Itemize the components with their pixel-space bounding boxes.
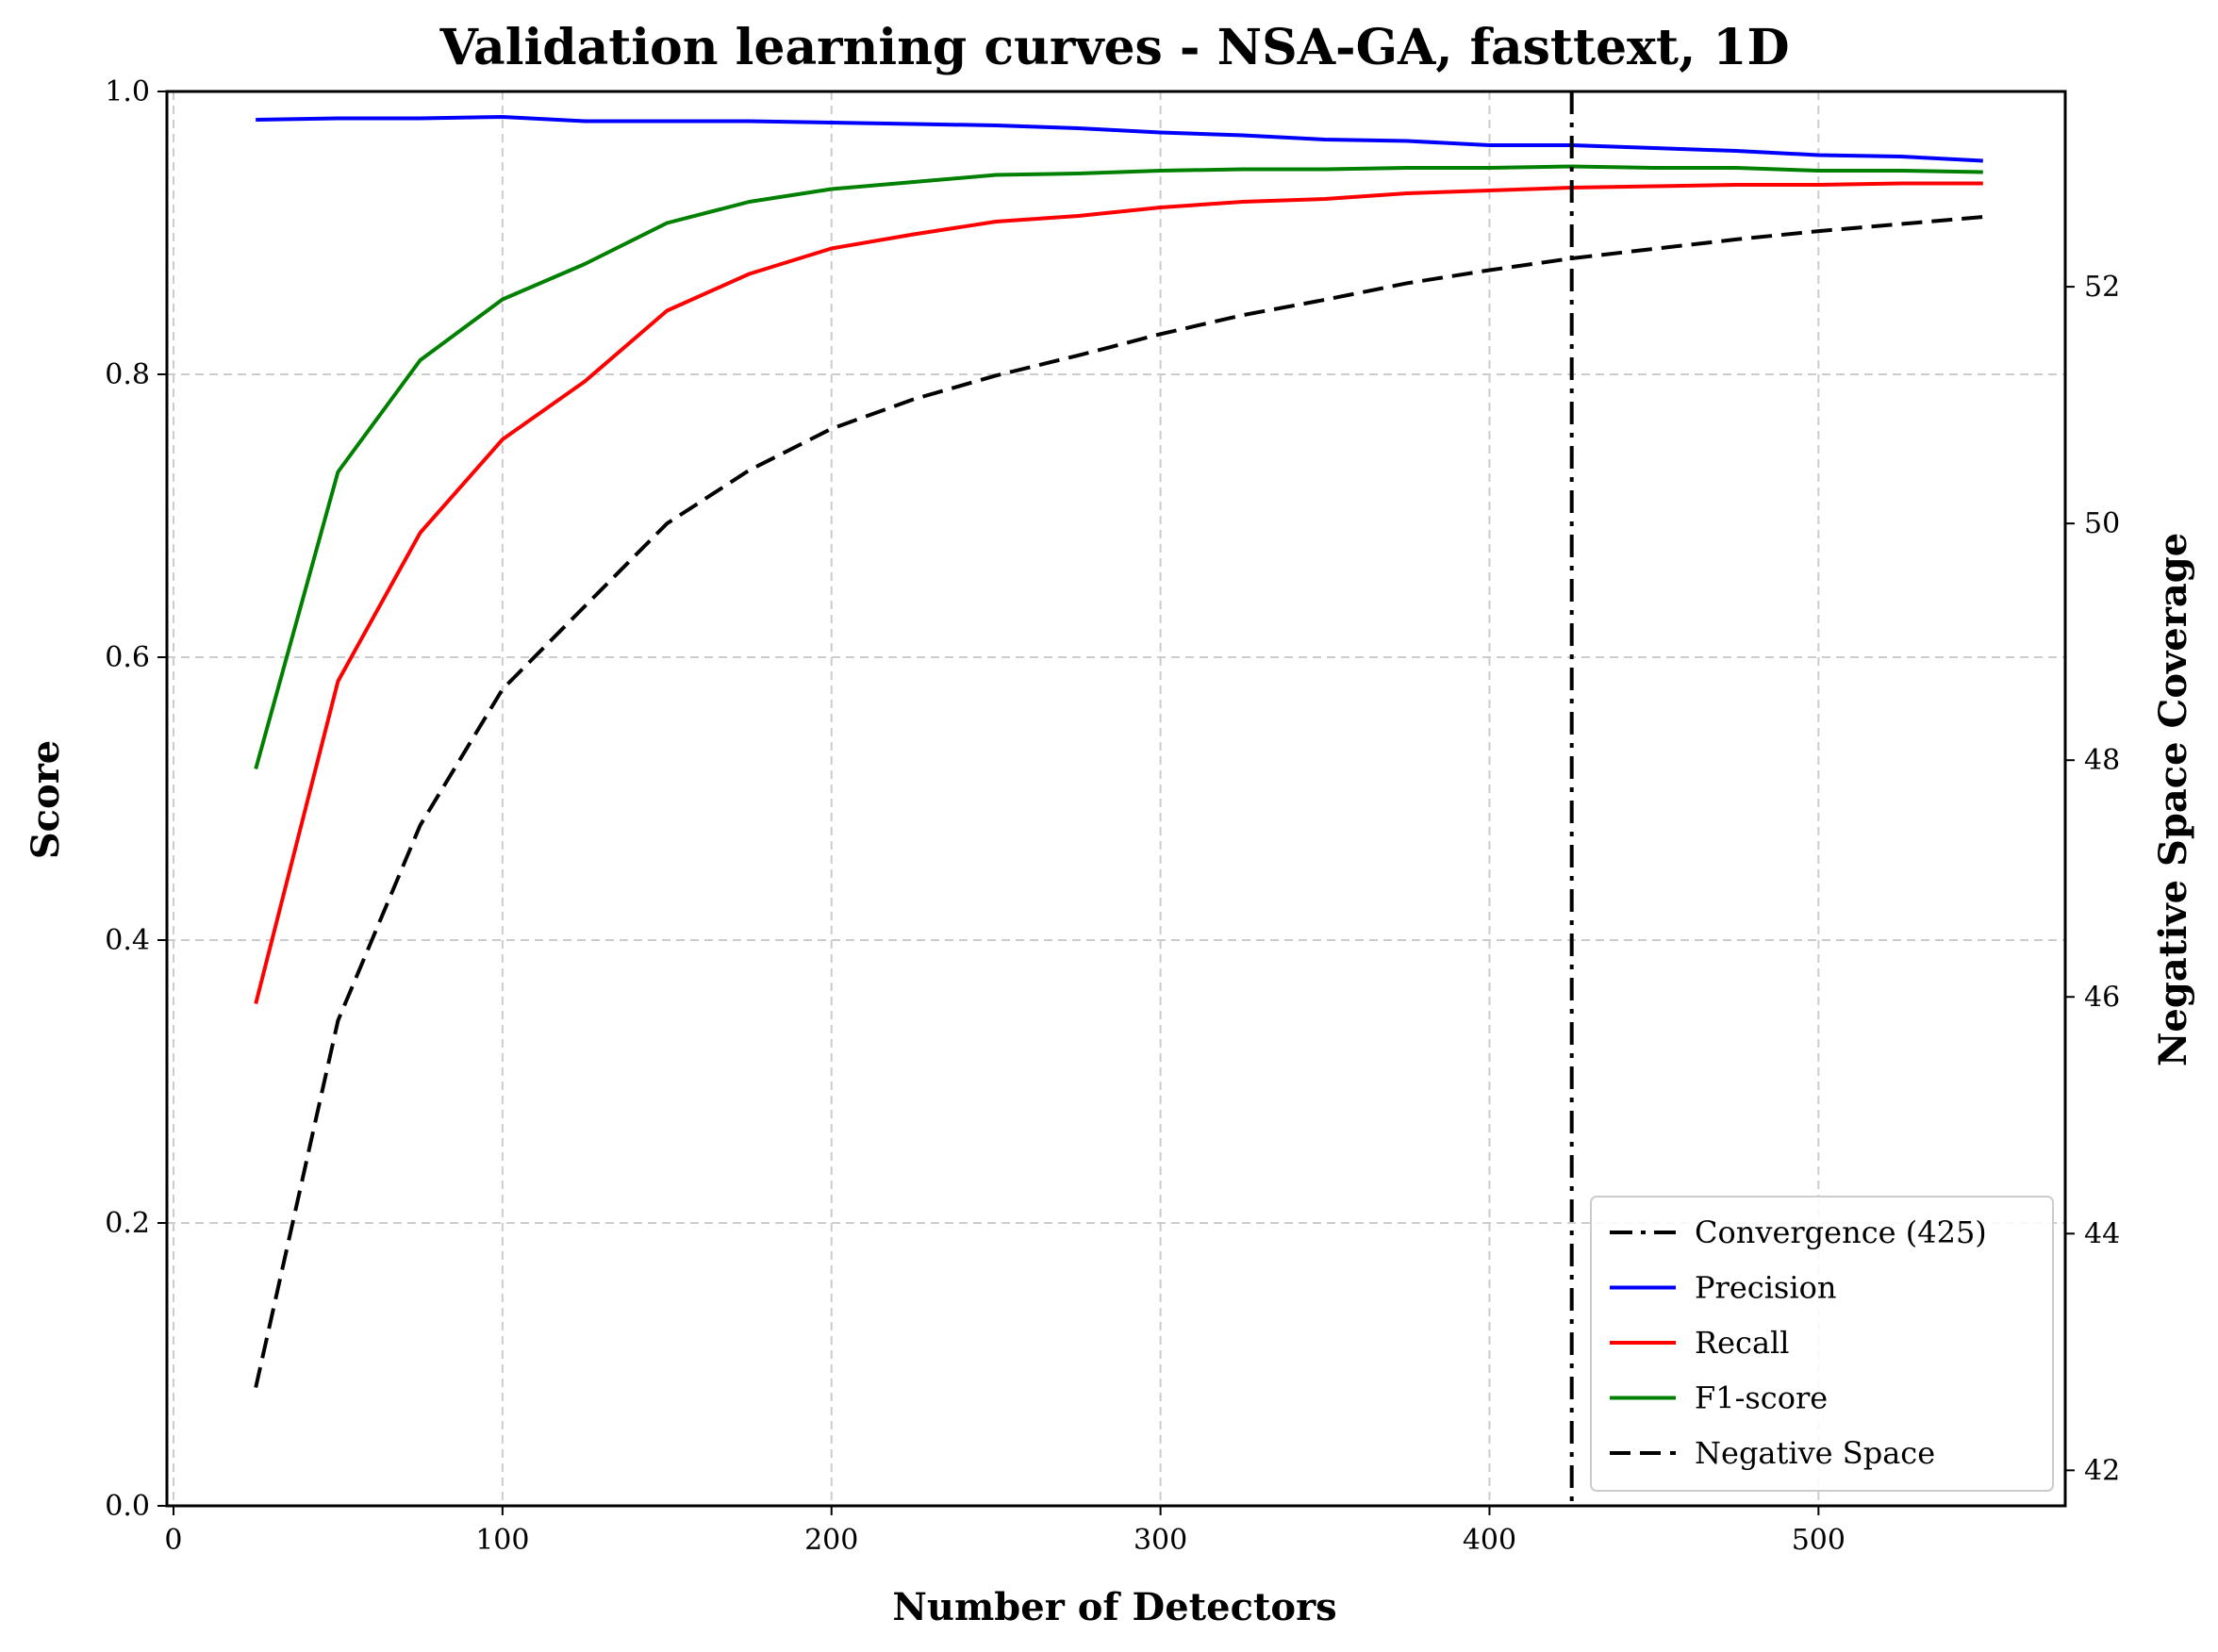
legend-box <box>1590 1196 2054 1492</box>
x-axis-ticks: 0 100 200 300 400 500 <box>164 1506 1846 1557</box>
x-tick-label: 500 <box>1792 1524 1846 1557</box>
series-line-recall <box>254 181 1983 1004</box>
y-tick-label: 0.2 <box>105 1207 150 1240</box>
x-axis-label: Number of Detectors <box>892 1585 1336 1629</box>
legend-label: Negative Space <box>1695 1435 1935 1471</box>
y2-tick-label: 52 <box>2084 271 2120 304</box>
y2-tick-label: 46 <box>2084 981 2120 1014</box>
series-layer <box>254 115 1983 1388</box>
y-tick-label: 0.4 <box>105 924 150 957</box>
y2-axis-ticks: 42 44 46 48 50 52 <box>2065 271 2120 1487</box>
y-tick-label: 0.0 <box>105 1490 150 1523</box>
y-axis-label: Score <box>24 740 68 859</box>
y2-tick-label: 50 <box>2084 507 2120 540</box>
series-line-negative-space <box>254 215 1983 1388</box>
y2-tick-label: 48 <box>2084 744 2120 777</box>
plot-frame <box>165 90 2067 1508</box>
y2-axis-label: Negative Space Coverage <box>2151 533 2195 1066</box>
legend-label: Convergence (425) <box>1695 1214 1987 1250</box>
y-tick-label: 1.0 <box>105 75 150 108</box>
x-tick-label: 0 <box>164 1524 182 1557</box>
grid-layer <box>167 91 2065 1507</box>
legend-label: Recall <box>1695 1325 1790 1361</box>
y2-tick-label: 44 <box>2084 1217 2120 1250</box>
y2-tick-label: 42 <box>2084 1454 2120 1487</box>
legend-label: Precision <box>1695 1270 1836 1306</box>
x-tick-label: 300 <box>1134 1524 1187 1557</box>
x-tick-label: 400 <box>1463 1524 1516 1557</box>
x-tick-label: 100 <box>475 1524 529 1557</box>
x-tick-label: 200 <box>804 1524 858 1557</box>
legend-label: F1-score <box>1695 1380 1828 1416</box>
series-line-f1-score <box>254 164 1983 770</box>
y-tick-label: 0.6 <box>105 641 150 674</box>
series-line-precision <box>256 115 1983 163</box>
y-tick-label: 0.8 <box>105 358 150 391</box>
chart-title: Validation learning curves - NSA-GA, fas… <box>439 19 1789 76</box>
legend: Convergence (425) Precision Recall F1-score… <box>1590 1196 2054 1492</box>
y-axis-ticks: 0.0 0.2 0.4 0.6 0.8 1.0 <box>105 75 167 1523</box>
